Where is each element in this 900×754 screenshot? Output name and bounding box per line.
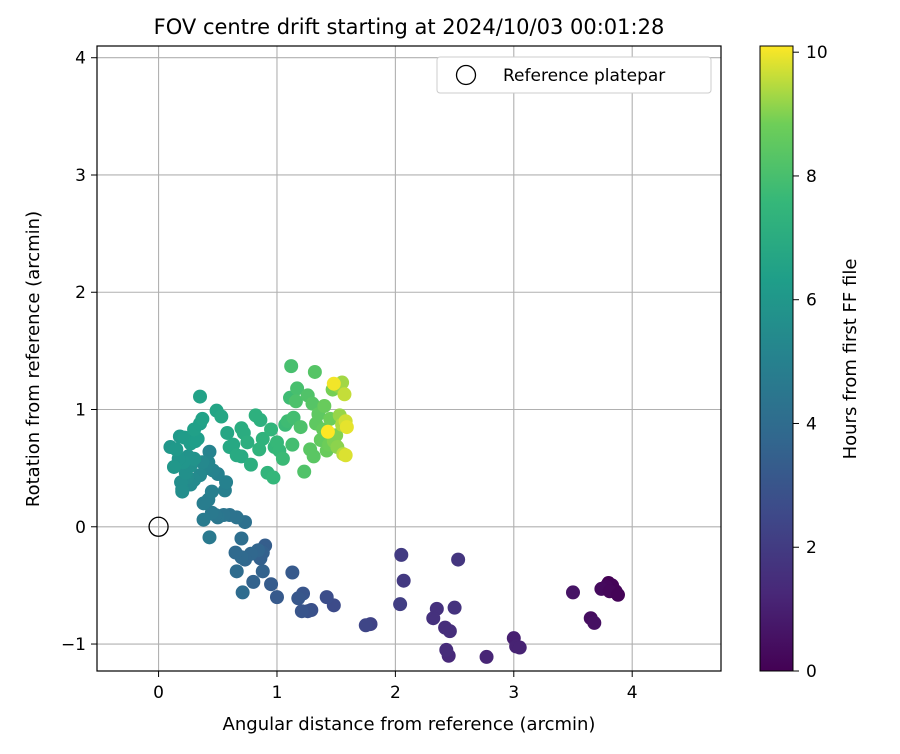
data-point [202,444,217,459]
data-point [442,624,457,639]
colorbar-ticks: 0 2 4 6 8 10 [793,43,828,682]
data-point [396,573,411,588]
colorbar-label: Hours from first FF file [840,259,861,460]
data-point [288,394,303,409]
chart-title: FOV centre drift starting at 2024/10/03 … [154,15,665,39]
y-axis-ticks: −1 0 1 2 3 4 [61,49,97,655]
reference-marker-layer [148,516,169,537]
data-point [393,597,408,612]
data-point [264,422,279,437]
data-point [235,585,250,600]
y-tick-label: 1 [75,401,86,421]
data-point [195,411,210,426]
data-point [226,437,241,452]
data-point [394,547,409,562]
data-point [202,530,217,545]
data-point [166,459,181,474]
data-point [319,590,334,605]
grid [97,46,721,671]
y-tick-label: −1 [61,635,86,655]
data-point [214,409,229,424]
data-point [587,615,602,630]
data-point [294,604,309,619]
data-point [479,649,494,664]
data-point [266,470,281,485]
data-point [451,552,466,567]
colorbar-tick-label: 6 [806,291,817,311]
colorbar-tick-label: 10 [806,43,828,63]
x-tick-label: 4 [627,683,638,703]
data-point [252,442,267,457]
data-point [297,464,312,479]
y-axis-label: Rotation from reference (arcmin) [23,211,44,507]
y-tick-label: 0 [75,518,86,538]
data-point [246,574,261,589]
data-point [253,413,268,428]
data-point [306,449,321,464]
data-point [290,381,305,396]
data-point [175,484,190,499]
data-point [240,435,255,450]
data-point [234,449,249,464]
data-point [338,448,353,463]
data-point [291,591,306,606]
y-tick-label: 4 [75,49,86,69]
legend: Reference platepar [436,56,712,94]
data-point [512,640,527,655]
data-point [169,442,184,457]
data-point [220,425,235,440]
colorbar: 0 2 4 6 8 10 Hours from first FF file [759,43,861,682]
x-axis-label: Angular distance from reference (arcmin) [223,714,596,735]
data-point [285,565,300,580]
data-point [610,587,625,602]
y-tick-label: 3 [75,166,86,186]
data-point [255,431,270,446]
data-point [228,545,243,560]
data-point [255,564,270,579]
x-tick-label: 2 [390,683,401,703]
data-point [439,642,454,657]
data-point [339,420,354,435]
colorbar-tick-label: 8 [806,167,817,187]
data-point [285,437,300,452]
data-point [326,376,341,391]
x-axis-ticks: 0 1 2 3 4 [153,671,638,703]
data-point [193,389,208,404]
reference-platepar-marker [148,516,169,537]
data-point [275,451,290,466]
data-point [426,611,441,626]
data-point [234,531,249,546]
colorbar-tick-label: 0 [806,662,817,682]
data-point [565,585,580,600]
plot-frame [96,45,722,672]
data-point [229,564,244,579]
data-point [447,600,462,615]
data-point [264,577,279,592]
data-point [337,387,352,402]
y-tick-label: 2 [75,283,86,303]
colorbar-tick-label: 4 [806,414,817,434]
colorbar-gradient [759,45,794,672]
data-points [163,359,625,664]
legend-box [436,56,712,94]
data-point [320,424,335,439]
x-tick-label: 1 [272,683,283,703]
data-point [243,457,258,472]
data-point [307,364,322,379]
data-point [204,484,219,499]
data-point [305,396,320,411]
x-tick-label: 3 [508,683,519,703]
data-point [358,618,373,633]
data-point [317,398,332,413]
data-point [269,590,284,605]
colorbar-tick-label: 2 [806,538,817,558]
data-point [196,512,211,527]
legend-label: Reference platepar [503,66,665,86]
legend-marker-icon [455,64,477,86]
data-point [284,359,299,374]
x-tick-label: 0 [153,683,164,703]
data-point [293,420,308,435]
